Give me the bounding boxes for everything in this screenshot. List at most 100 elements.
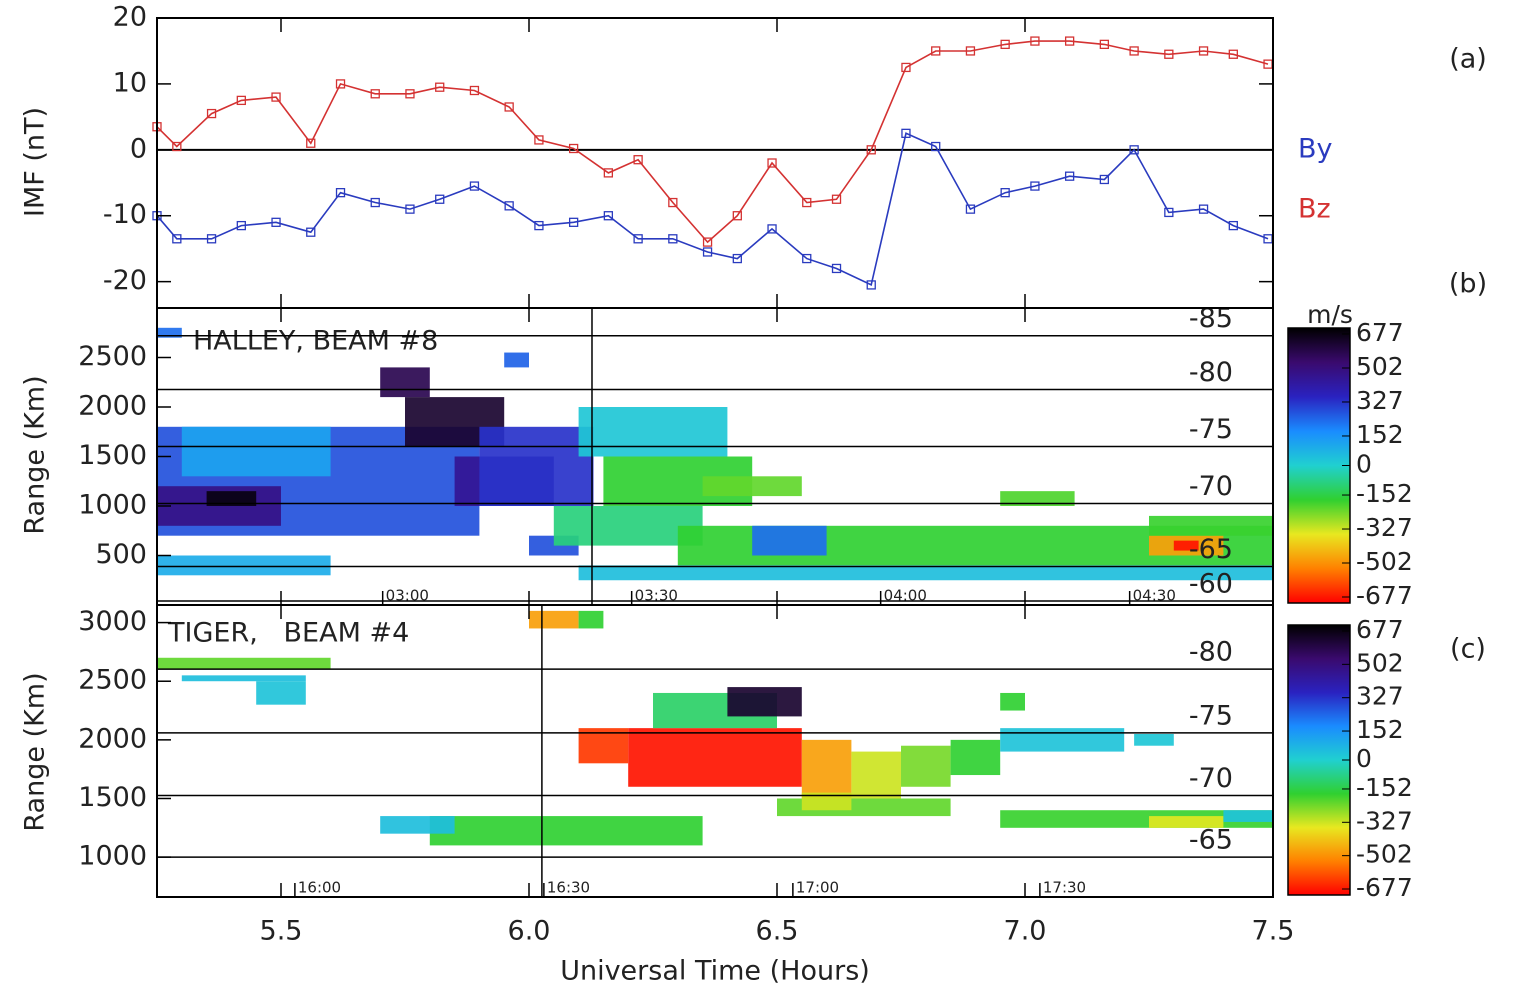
y-tick-label: -20 xyxy=(103,265,147,296)
local-time-label: 03:30 xyxy=(635,587,678,605)
marker xyxy=(206,108,217,119)
local-time-label: 17:00 xyxy=(796,879,839,897)
y-tick-label: 2000 xyxy=(78,391,147,422)
marker xyxy=(1228,220,1238,231)
marker xyxy=(370,197,380,208)
colorbar-tick-label: 327 xyxy=(1356,386,1404,415)
latitude-label: -80 xyxy=(1189,637,1233,668)
colorbar-tick-label: -327 xyxy=(1356,513,1413,542)
marker xyxy=(1099,174,1110,185)
latitude-label: -75 xyxy=(1189,700,1233,731)
marker xyxy=(271,217,281,227)
marker xyxy=(633,234,643,244)
radar-cells xyxy=(157,610,1273,846)
velocity-cell xyxy=(801,739,852,799)
velocity-cell xyxy=(1149,515,1273,536)
velocity-cell xyxy=(1000,728,1125,752)
marker xyxy=(1198,204,1209,214)
station-label: TIGER, BEAM #4 xyxy=(167,618,409,649)
marker xyxy=(1164,49,1174,59)
marker xyxy=(931,46,941,56)
velocity-cell xyxy=(157,555,331,576)
y-tick-label: 3000 xyxy=(78,606,147,637)
legend-entry: Bz xyxy=(1298,194,1331,225)
marker xyxy=(901,62,911,73)
marker xyxy=(1129,46,1139,56)
velocity-cell xyxy=(181,426,331,477)
velocity-cell xyxy=(429,816,703,846)
marker xyxy=(534,135,544,145)
marker xyxy=(702,237,713,247)
colorbar-label: m/s xyxy=(1307,300,1353,329)
marker xyxy=(504,102,514,112)
velocity-cell xyxy=(181,675,306,682)
marker xyxy=(1030,36,1040,46)
velocity-cell xyxy=(752,525,827,556)
marker xyxy=(335,188,346,198)
local-time-label: 17:30 xyxy=(1043,879,1086,897)
y-tick-label: 2500 xyxy=(78,665,147,696)
latitude-label: -60 xyxy=(1189,569,1233,600)
velocity-cell xyxy=(578,610,604,629)
marker xyxy=(668,234,678,244)
colorbar xyxy=(1287,624,1351,896)
y-tick-label: 0 xyxy=(130,133,147,164)
colorbar-tick-label: 0 xyxy=(1356,450,1372,479)
y-tick-label: 20 xyxy=(113,2,147,33)
marker xyxy=(1064,171,1075,181)
velocity-cell xyxy=(1134,733,1174,746)
velocity-cell xyxy=(727,687,802,717)
velocity-cell xyxy=(901,745,951,787)
velocity-cell xyxy=(1000,491,1075,506)
y-tick-label: 1500 xyxy=(78,440,147,471)
marker xyxy=(504,201,514,211)
y-tick-label: 1500 xyxy=(78,782,147,813)
marker xyxy=(1164,207,1174,218)
velocity-cell xyxy=(628,728,802,787)
colorbar-tick-label: 0 xyxy=(1356,744,1372,773)
marker xyxy=(435,194,445,204)
marker xyxy=(335,79,346,89)
plot-frame xyxy=(156,17,1274,309)
x-tick-label: 5.5 xyxy=(260,916,303,947)
colorbar-tick-label: -502 xyxy=(1356,547,1413,576)
marker xyxy=(370,89,380,99)
marker xyxy=(603,211,614,221)
colorbar-tick-label: -502 xyxy=(1356,840,1413,869)
latitude-label: -65 xyxy=(1189,534,1233,565)
latitude-label: -65 xyxy=(1189,825,1233,856)
local-time-label: 03:00 xyxy=(386,587,429,605)
y-tick-label: 2500 xyxy=(78,341,147,372)
velocity-cell xyxy=(529,610,579,629)
y-tick-label: -10 xyxy=(103,199,147,230)
marker xyxy=(435,82,445,92)
velocity-cell xyxy=(380,816,455,834)
velocity-cell xyxy=(157,327,182,338)
plot-frame xyxy=(156,604,1274,898)
marker xyxy=(901,128,911,138)
marker xyxy=(206,234,217,244)
local-time-label: 04:00 xyxy=(884,587,927,605)
y-tick-label: 2000 xyxy=(78,723,147,754)
marker xyxy=(306,227,316,237)
x-tick-label: 6.5 xyxy=(756,916,799,947)
marker xyxy=(831,194,842,204)
marker xyxy=(965,46,976,56)
marker xyxy=(802,197,812,208)
marker xyxy=(1000,39,1010,50)
colorbar-tick-label: 152 xyxy=(1356,420,1404,449)
velocity-cell xyxy=(1000,692,1025,711)
y-axis-label: Range (Km) xyxy=(20,375,51,534)
colorbar-tick-label: 152 xyxy=(1356,715,1404,744)
latitude-label: -80 xyxy=(1189,357,1233,388)
marker xyxy=(732,211,742,221)
velocity-cell xyxy=(380,367,430,398)
velocity-cell xyxy=(578,728,629,764)
marker xyxy=(702,247,713,257)
station-label: HALLEY, BEAM #8 xyxy=(193,326,438,357)
marker xyxy=(802,253,812,264)
velocity-cell xyxy=(256,681,306,705)
colorbar-tick-label: 502 xyxy=(1356,352,1404,381)
velocity-cell xyxy=(578,407,728,457)
marker xyxy=(831,263,842,274)
